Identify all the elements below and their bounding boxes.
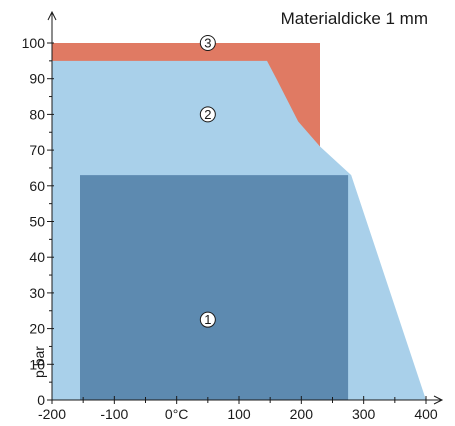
chart-title: Materialdicke 1 mm: [281, 9, 428, 28]
chart-labels: 3 2 1: [199, 35, 216, 328]
x-tick-label: 100: [227, 406, 251, 422]
x-tick-label: 0°C: [165, 406, 189, 422]
chart-regions: [52, 43, 426, 401]
y-axis-label: p bar: [31, 346, 47, 378]
x-tick-label: -100: [100, 406, 128, 422]
y-tick-label: 100: [22, 35, 46, 51]
x-tick-label: 200: [290, 406, 314, 422]
y-tick-label: 80: [29, 106, 45, 122]
y-tick-label: 20: [29, 321, 45, 337]
y-tick-label: 90: [29, 71, 45, 87]
region-2-marker: [199, 106, 216, 123]
y-tick-label: 0: [37, 392, 45, 408]
y-axis-arrow: [47, 10, 57, 21]
y-tick-label: 60: [29, 178, 45, 194]
region-3-marker: [199, 35, 216, 51]
x-tick-label: -200: [38, 406, 66, 422]
y-tick-label: 50: [29, 214, 45, 230]
x-tick-label: 300: [352, 406, 376, 422]
region-1-label: 1: [204, 312, 211, 327]
y-tick-label: 30: [29, 285, 45, 301]
chart-axes: 0 10 20 30 40 50 60 70 80 90 100 -200 -100 0°C 100 200 3…: [22, 10, 444, 422]
y-tick-label: 40: [29, 249, 45, 265]
region-2-label: 2: [204, 107, 211, 122]
x-tick-label: 400: [414, 406, 438, 422]
y-tick-label: 70: [29, 142, 45, 158]
region-1: [80, 175, 349, 400]
y-tick-label: 10: [29, 356, 45, 372]
region-3-label: 3: [204, 36, 211, 51]
x-axis-arrow: [433, 395, 444, 405]
region-1-marker: [199, 311, 216, 328]
